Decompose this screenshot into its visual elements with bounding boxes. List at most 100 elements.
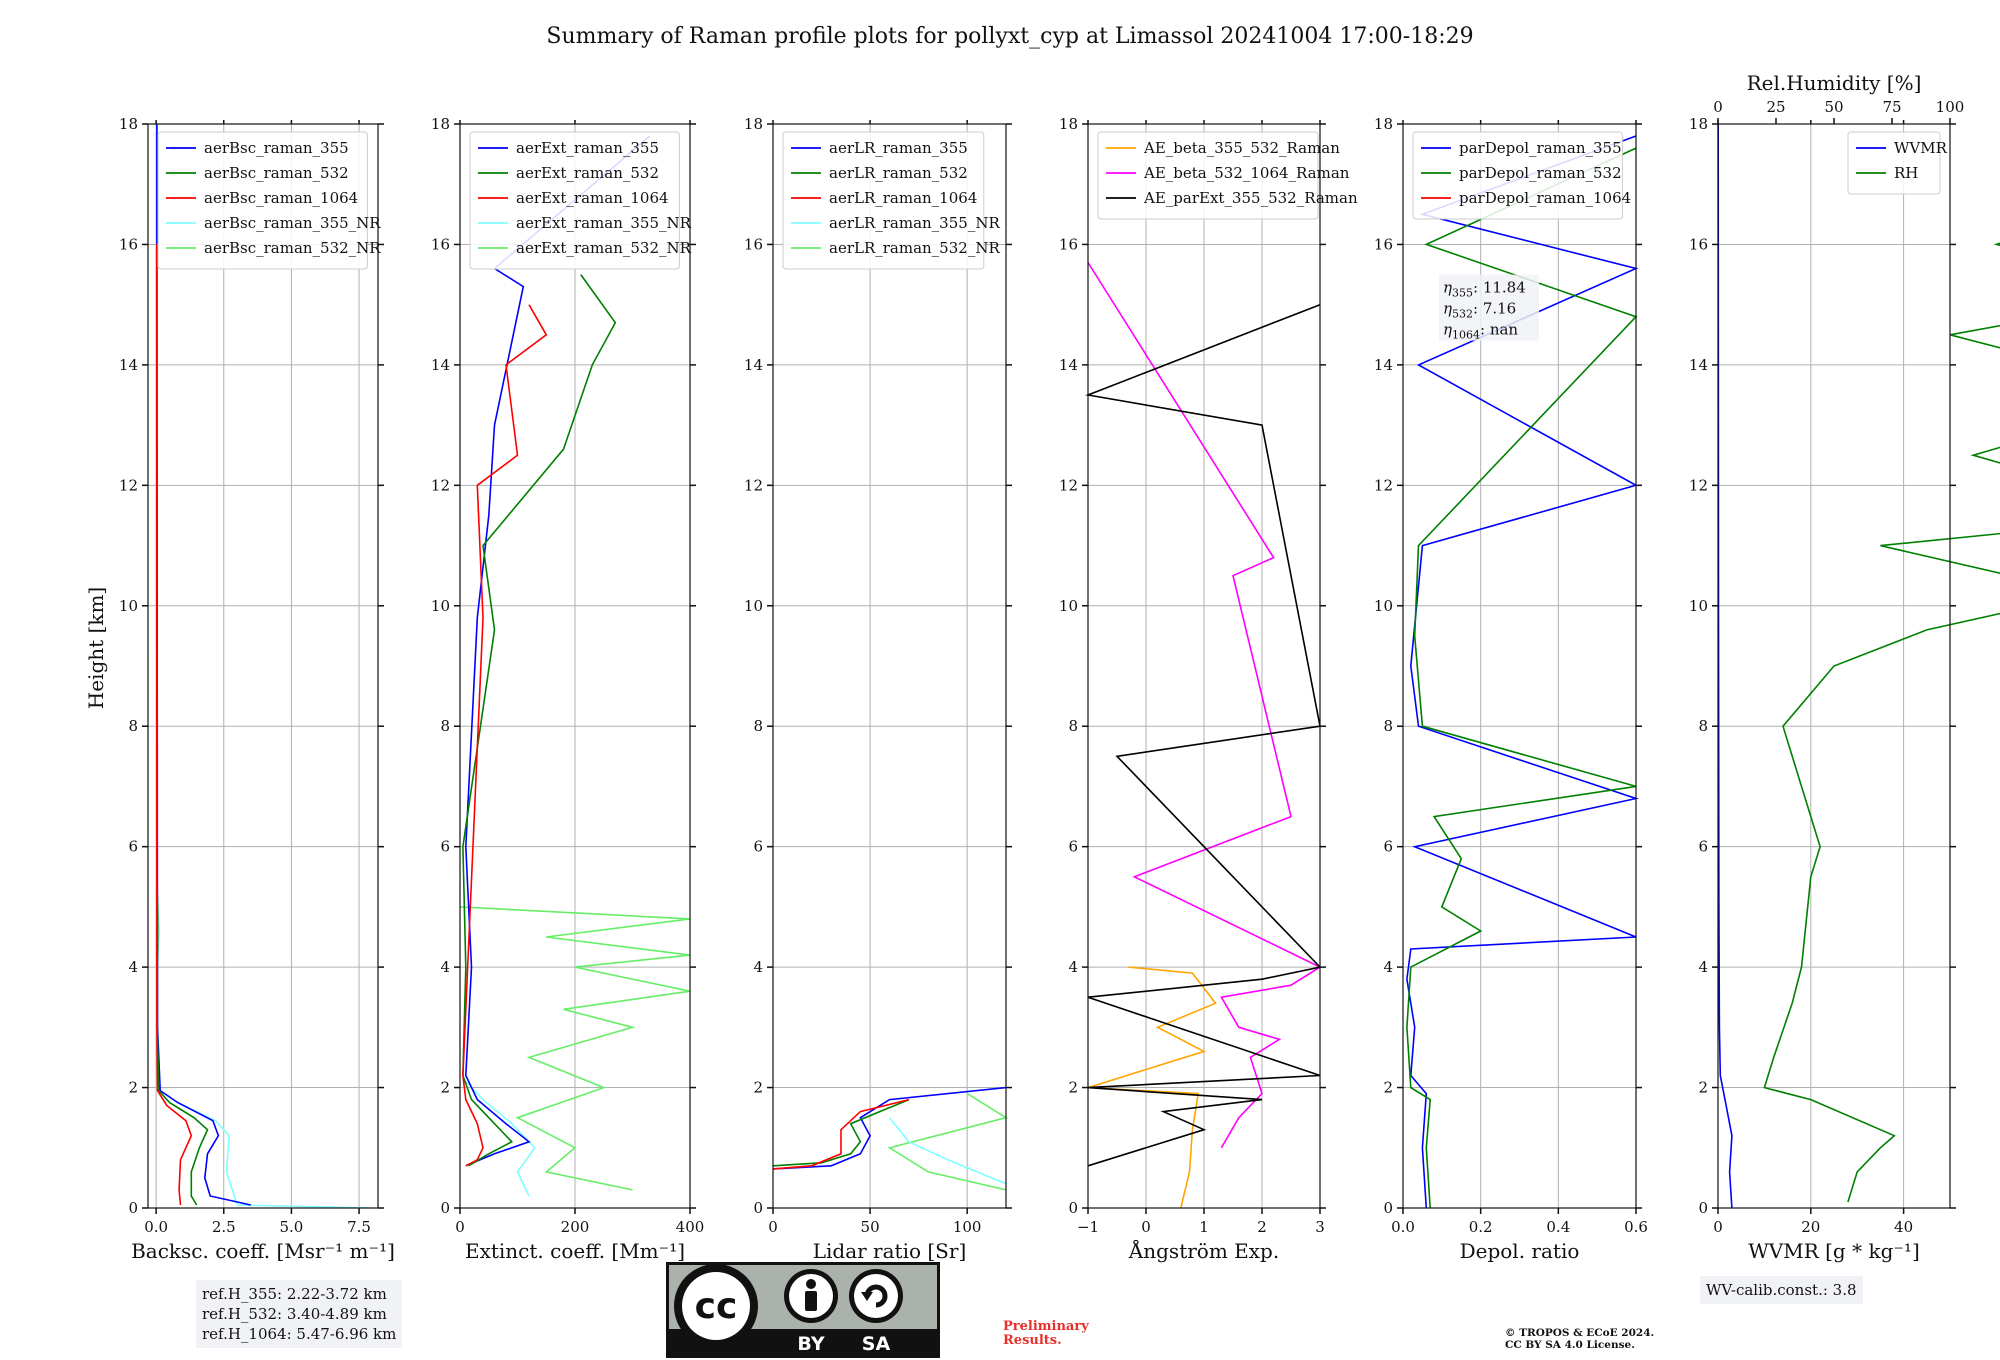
preliminary-line-2: Results. xyxy=(1003,1333,1062,1348)
legend-box xyxy=(1097,131,1319,220)
series-line-aerExt_raman_355_NR xyxy=(465,1080,536,1197)
ref-h-1064: ref.H_1064: 5.47-6.96 km xyxy=(202,1325,397,1343)
y-tick-label: 10 xyxy=(1059,597,1078,615)
series-line-parDepol_raman_532 xyxy=(1406,147,1638,1209)
series-line-aerLR_raman_532_NR xyxy=(887,1092,1009,1191)
sa-icon-inner xyxy=(854,1274,898,1318)
y-tick-label: 6 xyxy=(753,838,763,856)
x-tick-label: 0.2 xyxy=(1469,1218,1493,1236)
series-line-aerBsc_raman_532 xyxy=(156,244,209,1206)
figure-title: Summary of Raman profile plots for polly… xyxy=(546,24,1473,49)
series-line-AE_parExt_355_532_Raman xyxy=(1085,303,1322,1167)
eta-value: : 11.84 xyxy=(1473,279,1526,297)
eta-subscript: 1064 xyxy=(1452,329,1480,342)
legend-entry: aerLR_raman_532 xyxy=(829,164,968,182)
y-tick-label: 2 xyxy=(1698,1079,1708,1097)
x-tick-label: 50 xyxy=(861,1218,880,1236)
y-tick-label: 0 xyxy=(753,1199,763,1217)
y-tick-label: 8 xyxy=(753,717,763,735)
y-tick-label: 2 xyxy=(128,1079,138,1097)
legend-entry: aerLR_raman_355 xyxy=(829,139,968,157)
by-person-head xyxy=(806,1279,816,1289)
y-tick-label: 18 xyxy=(119,115,138,133)
cc-by-label: BY xyxy=(797,1333,824,1355)
series-line-aerLR_raman_1064 xyxy=(772,1098,910,1170)
y-tick-label: 0 xyxy=(440,1199,450,1217)
x-tick-label: 0.4 xyxy=(1546,1218,1570,1236)
x-tick-label: 0.6 xyxy=(1624,1218,1648,1236)
y-tick-label: 2 xyxy=(1383,1079,1393,1097)
wv-calib-const: WV-calib.const.: 3.8 xyxy=(1706,1281,1857,1299)
series-line-AE_beta_532_1064_Raman xyxy=(1087,262,1322,1149)
legend-entry: RH xyxy=(1894,164,1918,182)
series-line-aerBsc_raman_355 xyxy=(156,124,251,1206)
y-tick-label: 14 xyxy=(119,356,138,374)
top-x-tick-label: 100 xyxy=(1936,98,1965,116)
axes-frame xyxy=(772,123,1007,1209)
y-tick-label: 14 xyxy=(1374,356,1393,374)
y-tick-label: 0 xyxy=(1698,1199,1708,1217)
legend-entry: aerBsc_raman_532_NR xyxy=(204,239,381,257)
y-tick-label: 10 xyxy=(1689,597,1708,615)
legend-entry: aerBsc_raman_355_NR xyxy=(204,214,381,232)
wv-calib-box: WV-calib.const.: 3.8 xyxy=(1700,1276,1863,1304)
x-tick-label: 2.5 xyxy=(212,1218,236,1236)
y-tick-label: 4 xyxy=(1068,958,1078,976)
y-tick-label: 12 xyxy=(119,476,138,494)
legend-ae: AE_beta_355_532_Raman AE_beta_532_1064_Ra… xyxy=(1097,131,1358,220)
y-tick-label: 2 xyxy=(1068,1079,1078,1097)
legend-box xyxy=(782,131,985,270)
y-tick-label: 10 xyxy=(1374,597,1393,615)
legend-entry: parDepol_raman_532 xyxy=(1459,164,1622,182)
x-axis-label: Extinct. coeff. [Mm⁻¹] xyxy=(465,1239,685,1263)
legend-box xyxy=(1412,131,1623,220)
panel-ext: 0 200 400 0 2 4 6 8 10 12 14 16 18 Extinct. coeff. [M… xyxy=(431,115,704,1263)
y-tick-label: 12 xyxy=(1374,476,1393,494)
y-tick-label: 8 xyxy=(1698,717,1708,735)
y-tick-label: 4 xyxy=(753,958,763,976)
y-tick-label: 4 xyxy=(1698,958,1708,976)
legend-entry: aerBsc_raman_1064 xyxy=(204,189,358,207)
y-tick-label: 16 xyxy=(1689,235,1708,253)
panel-wv: 0 20 40 0 2 4 6 8 10 12 14 16 18 WVMR [g * kg⁻¹] 0 25 50… xyxy=(1689,71,2000,1263)
y-tick-label: 2 xyxy=(753,1079,763,1097)
legend-box xyxy=(469,131,680,270)
x-tick-label: 40 xyxy=(1894,1218,1913,1236)
eta-355: η355: 11.84 xyxy=(1443,279,1526,300)
legend-entry: aerExt_raman_355 xyxy=(516,139,659,157)
legend-box xyxy=(157,131,368,270)
legend-bsc: aerBsc_raman_355 aerBsc_raman_532 aerBsc_r… xyxy=(157,131,381,270)
legend-entry: parDepol_raman_355 xyxy=(1459,139,1622,157)
y-tick-label: 16 xyxy=(1374,235,1393,253)
axes-frame xyxy=(1402,123,1637,1209)
y-tick-label: 14 xyxy=(1059,356,1078,374)
x-tick-label: 0 xyxy=(768,1218,778,1236)
legend-entry: aerExt_raman_355_NR xyxy=(516,214,692,232)
cc-by-sa-badge: cc BY SA xyxy=(666,1262,940,1358)
eta-value: : 7.16 xyxy=(1473,300,1516,318)
y-tick-label: 10 xyxy=(119,597,138,615)
y-tick-label: 4 xyxy=(440,958,450,976)
eta-symbol: η xyxy=(1443,279,1452,297)
legend-ext: aerExt_raman_355 aerExt_raman_532 aerExt_r… xyxy=(469,131,692,270)
y-tick-label: 6 xyxy=(1068,838,1078,856)
y-axis-label: Height [km] xyxy=(84,587,108,709)
x-axis-label: Backsc. coeff. [Msr⁻¹ m⁻¹] xyxy=(131,1239,395,1263)
legend-lr: aerLR_raman_355 aerLR_raman_532 aerLR_rama… xyxy=(782,131,1000,270)
axes-frame xyxy=(147,123,379,1209)
x-tick-label: 200 xyxy=(561,1218,590,1236)
ref-h-355: ref.H_355: 2.22-3.72 km xyxy=(202,1285,387,1303)
y-tick-label: 16 xyxy=(744,235,763,253)
series-line-aerBsc_raman_1064 xyxy=(155,244,193,1206)
y-tick-label: 16 xyxy=(1059,235,1078,253)
y-tick-label: 0 xyxy=(1383,1199,1393,1217)
series-line-aerExt_raman_1064 xyxy=(462,304,548,1167)
sa-arrow-icon xyxy=(864,1284,888,1308)
y-tick-label: 16 xyxy=(119,235,138,253)
y-tick-label: 14 xyxy=(744,356,763,374)
legend-entry: aerExt_raman_532_NR xyxy=(516,239,692,257)
y-tick-label: 6 xyxy=(128,838,138,856)
x-tick-label: 100 xyxy=(953,1218,982,1236)
y-tick-label: 14 xyxy=(431,356,450,374)
